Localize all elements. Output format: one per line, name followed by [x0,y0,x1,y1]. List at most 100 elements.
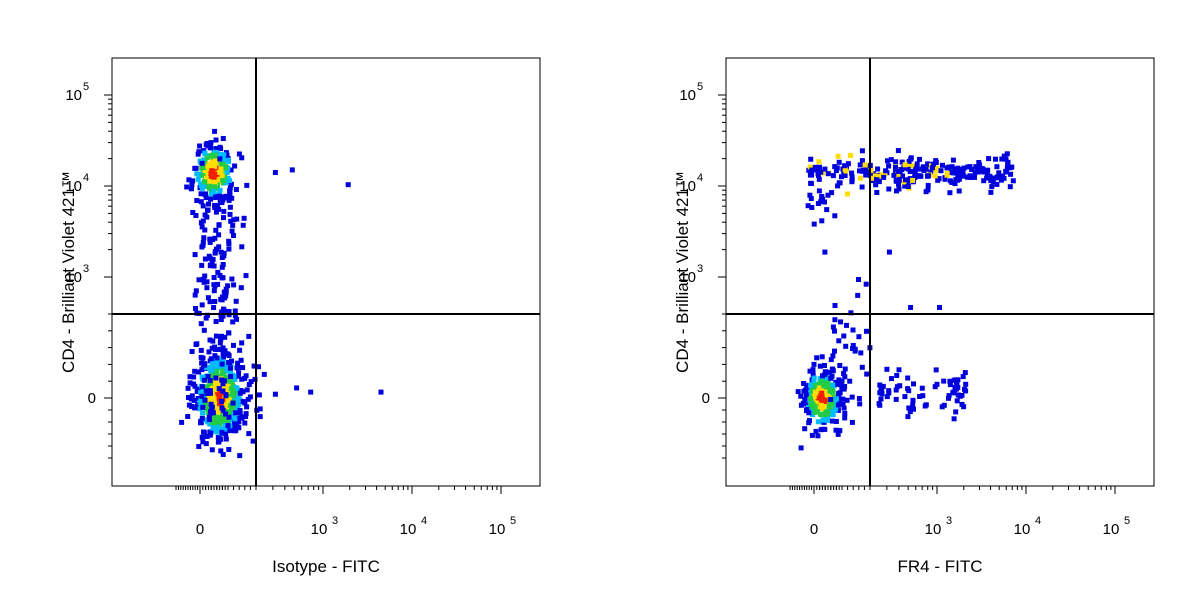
data-point [843,343,849,349]
data-point [204,391,210,396]
data-point [840,401,846,407]
data-point [225,383,231,389]
data-point [192,383,198,389]
data-point [994,174,1000,180]
data-point [974,165,980,171]
data-point [863,172,869,178]
data-point [929,165,935,171]
data-point [953,177,959,183]
data-point [845,161,851,167]
data-point [802,397,808,402]
data-point [841,405,847,411]
data-point [902,183,908,189]
data-point [231,342,236,348]
data-point [220,407,226,413]
y-tick-label-exponent: 5 [83,81,89,93]
data-point [952,166,958,172]
data-point [910,177,916,183]
y-tick-label-exponent: 3 [697,263,703,275]
data-point [842,163,848,169]
data-point [289,167,295,173]
data-point [224,351,230,357]
data-point [952,384,958,390]
data-point [233,187,239,192]
data-point [220,156,226,162]
y-tick-label: 0 [702,390,710,407]
data-point [795,389,801,395]
data-point [955,173,961,179]
data-point [211,275,217,280]
data-point [220,388,226,394]
data-point [208,196,214,202]
x-tick-label-exponent: 4 [421,515,427,527]
data-point [243,373,249,379]
data-point [216,193,222,199]
data-point [811,361,817,367]
data-point [827,369,833,375]
data-point [220,345,226,351]
data-point [801,381,807,386]
data-point [239,376,245,382]
data-point [202,170,208,175]
data-point [946,395,951,401]
x-tick-label: 10 [1014,521,1031,538]
data-point [893,159,899,165]
y-axis-ticks [718,94,726,459]
data-point [864,328,869,334]
data-point [220,178,226,184]
data-point [212,421,218,427]
data-point [218,166,224,172]
y-tick-label: 10 [65,269,82,286]
data-point [955,377,961,383]
y-axis-label: CD4 - Brilliant Violet 421™ [59,171,78,373]
data-point [958,167,964,172]
data-point [192,405,197,411]
data-point [202,397,208,403]
y-tick-label: 10 [65,87,82,104]
data-point [200,404,206,410]
data-point [242,375,248,381]
data-point [212,183,217,189]
data-point [189,182,195,188]
data-point [212,128,218,134]
data-point [221,215,226,221]
data-point [220,275,226,281]
data-point [199,360,205,366]
data-point [990,175,996,181]
data-point [807,164,813,170]
data-point [217,187,223,193]
data-point [839,174,844,180]
data-point [214,429,220,435]
data-point [812,389,818,395]
data-point [207,263,213,269]
data-point [221,354,226,360]
data-point [857,175,863,181]
data-point [205,403,211,409]
data-point [904,179,910,185]
data-point [875,166,881,172]
data-point [221,250,227,256]
data-point [911,381,916,387]
data-point [920,393,926,399]
data-point [857,401,863,407]
data-point [232,163,238,169]
data-point [230,400,236,406]
data-point [216,232,222,238]
data-point [820,426,826,432]
data-point [218,296,224,302]
data-point [817,164,822,170]
data-point [830,353,836,359]
data-point [199,415,205,421]
data-point [226,389,232,395]
data-point [886,186,892,192]
data-point [220,197,226,203]
data-point [818,169,824,175]
data-point [217,340,223,346]
data-point [217,272,223,278]
data-point [977,167,983,173]
data-point [905,184,911,189]
data-point [827,388,833,394]
data-point [836,392,842,398]
data-point [1004,169,1009,175]
data-point [860,168,865,174]
